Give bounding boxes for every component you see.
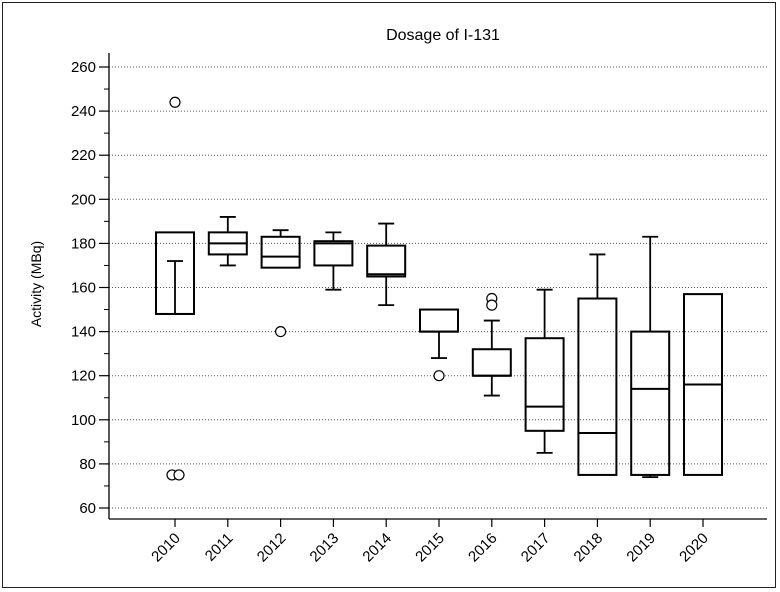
box-iqr [419, 308, 459, 333]
x-tick-label: 2020 [676, 530, 712, 566]
y-tick-label: 80 [79, 456, 96, 473]
box-2014 [366, 222, 407, 307]
box-plot-chart: Dosage of I-131 Activity (MBq) 60 80 100 12… [28, 27, 767, 566]
y-tick-label: 60 [79, 500, 96, 517]
x-tick-label: 2018 [571, 530, 607, 566]
box-iqr [630, 330, 671, 476]
box-iqr [366, 244, 407, 278]
outlier-point [486, 299, 498, 311]
y-axis-label: Activity (MBq) [28, 241, 44, 327]
x-tick-label: 2010 [148, 530, 184, 566]
y-tick-label: 220 [71, 147, 96, 164]
x-tick-label: 2019 [623, 530, 659, 566]
outlier-point [275, 326, 287, 338]
box-2017 [524, 288, 565, 454]
box-2020 [683, 293, 723, 476]
x-tick-label: 2014 [359, 530, 395, 566]
boxes [155, 96, 723, 481]
y-tick-label: 140 [71, 324, 96, 341]
x-tick-label: 2011 [202, 530, 237, 565]
y-tick-label: 160 [71, 280, 96, 297]
y-tick-label: 120 [71, 368, 96, 385]
box-2013 [313, 231, 354, 291]
box-2010 [155, 96, 195, 481]
y-tick-label: 260 [71, 59, 96, 76]
box-2016 [471, 292, 512, 397]
chart-title: Dosage of I-131 [386, 27, 500, 44]
x-tick-label: 2017 [518, 530, 554, 566]
outlier-point [173, 469, 185, 481]
box-2011 [207, 216, 248, 267]
y-tick-label: 100 [71, 412, 96, 429]
x-tick-label: 2016 [465, 530, 501, 566]
box-iqr [471, 348, 512, 377]
x-tick-label: 2012 [254, 530, 290, 566]
outlier-point [433, 370, 445, 382]
y-tick-label: 240 [71, 103, 96, 120]
box-iqr [260, 235, 301, 269]
box-2012 [260, 229, 301, 338]
box-2015 [419, 308, 459, 382]
x-tick-label: 2015 [412, 530, 448, 566]
box-iqr [577, 297, 618, 476]
box-2018 [577, 253, 618, 476]
box-iqr [313, 240, 354, 267]
box-2019 [630, 235, 671, 479]
y-tick-label: 180 [71, 235, 96, 252]
outlier-point [169, 96, 181, 108]
y-tick-label: 200 [71, 191, 96, 208]
box-iqr [524, 337, 565, 432]
x-tick-label: 2013 [307, 530, 343, 566]
